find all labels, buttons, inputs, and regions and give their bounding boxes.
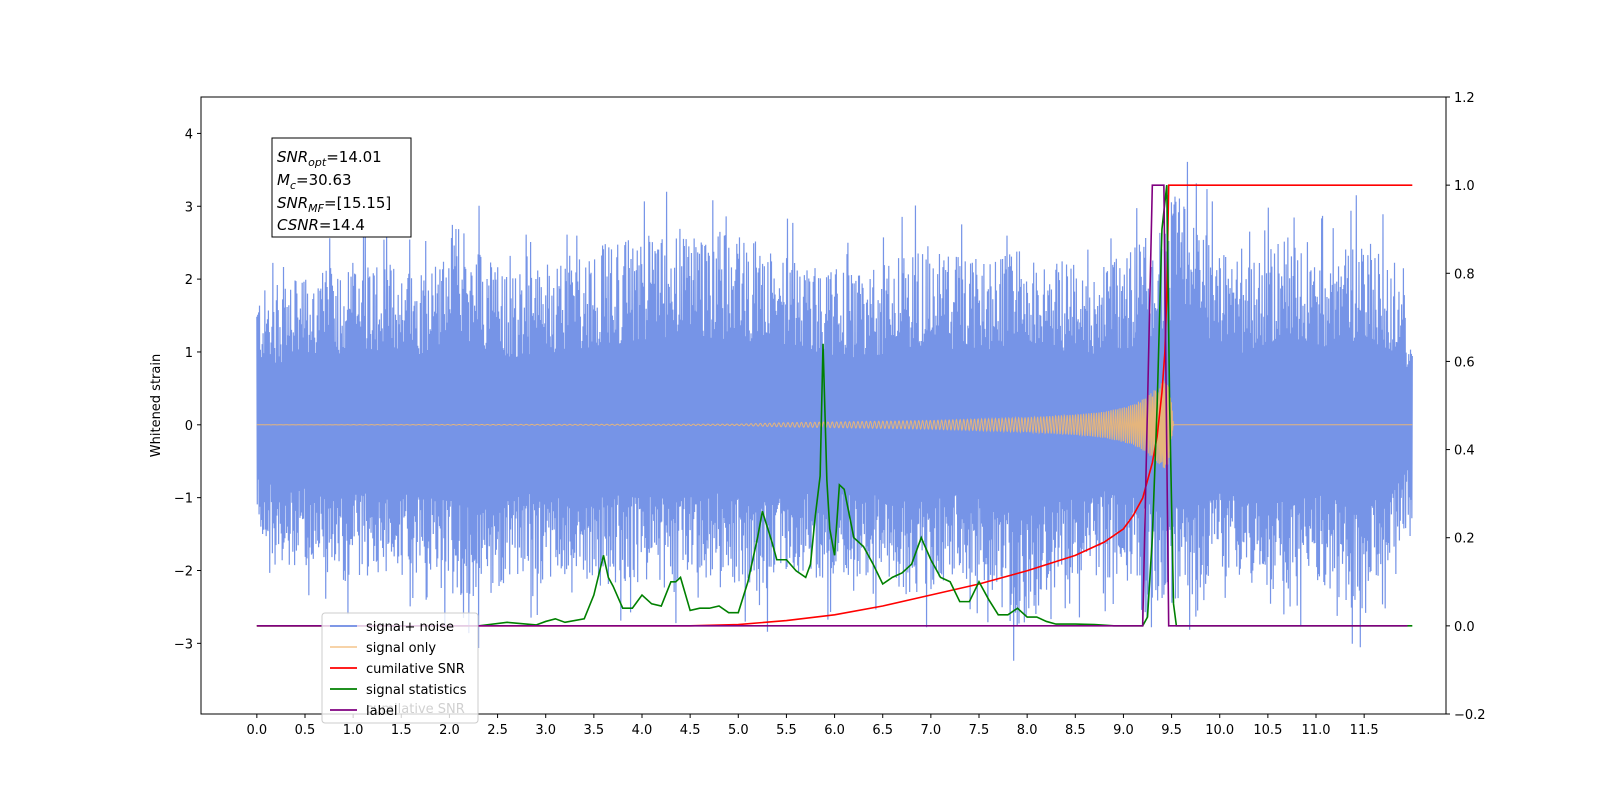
x-tick-label: 5.5 (776, 723, 797, 738)
series-line-signal-only (256, 380, 1413, 469)
info-snr-mf: SNRMF=[15.15] (277, 194, 391, 215)
info-box: SNRopt=14.01 Mc=30.63 SNRMF=[15.15] CSNR… (271, 137, 412, 238)
x-tick-label: 4.0 (632, 723, 653, 738)
x-tick-label: 2.0 (439, 723, 460, 738)
y2-tick-label: 0.8 (1454, 267, 1475, 282)
legend-label-signal: signal only (366, 641, 436, 656)
y2-tick-label: 0.6 (1454, 355, 1475, 370)
x-tick-label: 6.0 (824, 723, 845, 738)
x-tick-label: 3.0 (535, 723, 556, 738)
x-tick-label: 4.5 (680, 723, 701, 738)
info-snr-opt: SNRopt=14.01 (277, 148, 382, 169)
x-tick-label: 2.5 (487, 723, 508, 738)
x-tick-label: 3.5 (584, 723, 605, 738)
y-axis-label: Whitened strain (149, 354, 164, 457)
info-csnr: CSNR=14.4 (277, 216, 365, 234)
x-tick-label: 10.5 (1253, 723, 1282, 738)
legend-ghost-text: cumilative SNR (366, 702, 465, 717)
y2-tick-label: 0.4 (1454, 444, 1475, 459)
x-tick-label: 9.0 (1113, 723, 1134, 738)
x-tick-label: 9.5 (1161, 723, 1182, 738)
y-tick-label: 3 (185, 200, 193, 215)
legend: cumilative SNR signal+ noise signal only c… (321, 612, 479, 724)
y-tick-label: −3 (174, 637, 193, 652)
x-tick-label: 10.0 (1205, 723, 1234, 738)
x-tick-label: 5.0 (728, 723, 749, 738)
y-tick-label: −2 (174, 564, 193, 579)
x-tick-label: 1.0 (343, 723, 364, 738)
y-tick-label: 4 (185, 127, 193, 142)
x-tick-label: 8.0 (1017, 723, 1038, 738)
y-tick-label: 1 (185, 346, 193, 361)
legend-label-statistics: signal statistics (366, 683, 467, 698)
legend-label-cumulative: cumilative SNR (366, 662, 465, 677)
legend-frame (321, 612, 479, 724)
y2-tick-label: 0.0 (1454, 620, 1475, 635)
y-tick-label: −1 (174, 492, 193, 507)
x-tick-label: 6.5 (872, 723, 893, 738)
y2-tick-label: 1.0 (1454, 179, 1475, 194)
x-tick-label: 0.5 (295, 723, 316, 738)
y2-tick-label: −0.2 (1454, 708, 1486, 723)
x-tick-label: 7.5 (969, 723, 990, 738)
x-tick-label: 11.0 (1302, 723, 1331, 738)
series-line-signal-statistics (256, 185, 1413, 627)
info-box-frame (271, 137, 412, 238)
x-tick-label: 7.0 (921, 723, 942, 738)
y-tick-label: 0 (185, 419, 193, 434)
x-tick-label: 1.5 (391, 723, 412, 738)
series-line-signal-noise (256, 161, 1413, 661)
legend-label-noise: signal+ noise (366, 620, 454, 635)
x-tick-label: 11.5 (1350, 723, 1379, 738)
info-mc: Mc=30.63 (277, 171, 352, 192)
plot-frame (200, 96, 1447, 715)
y2-tick-label: 1.2 (1454, 91, 1475, 106)
x-tick-label: 8.5 (1065, 723, 1086, 738)
y2-tick-label: 0.2 (1454, 532, 1475, 547)
x-tick-label: 0.0 (247, 723, 268, 738)
legend-label-label: label (366, 704, 397, 719)
series-line-label (256, 184, 1408, 627)
y-tick-label: 2 (185, 273, 193, 288)
